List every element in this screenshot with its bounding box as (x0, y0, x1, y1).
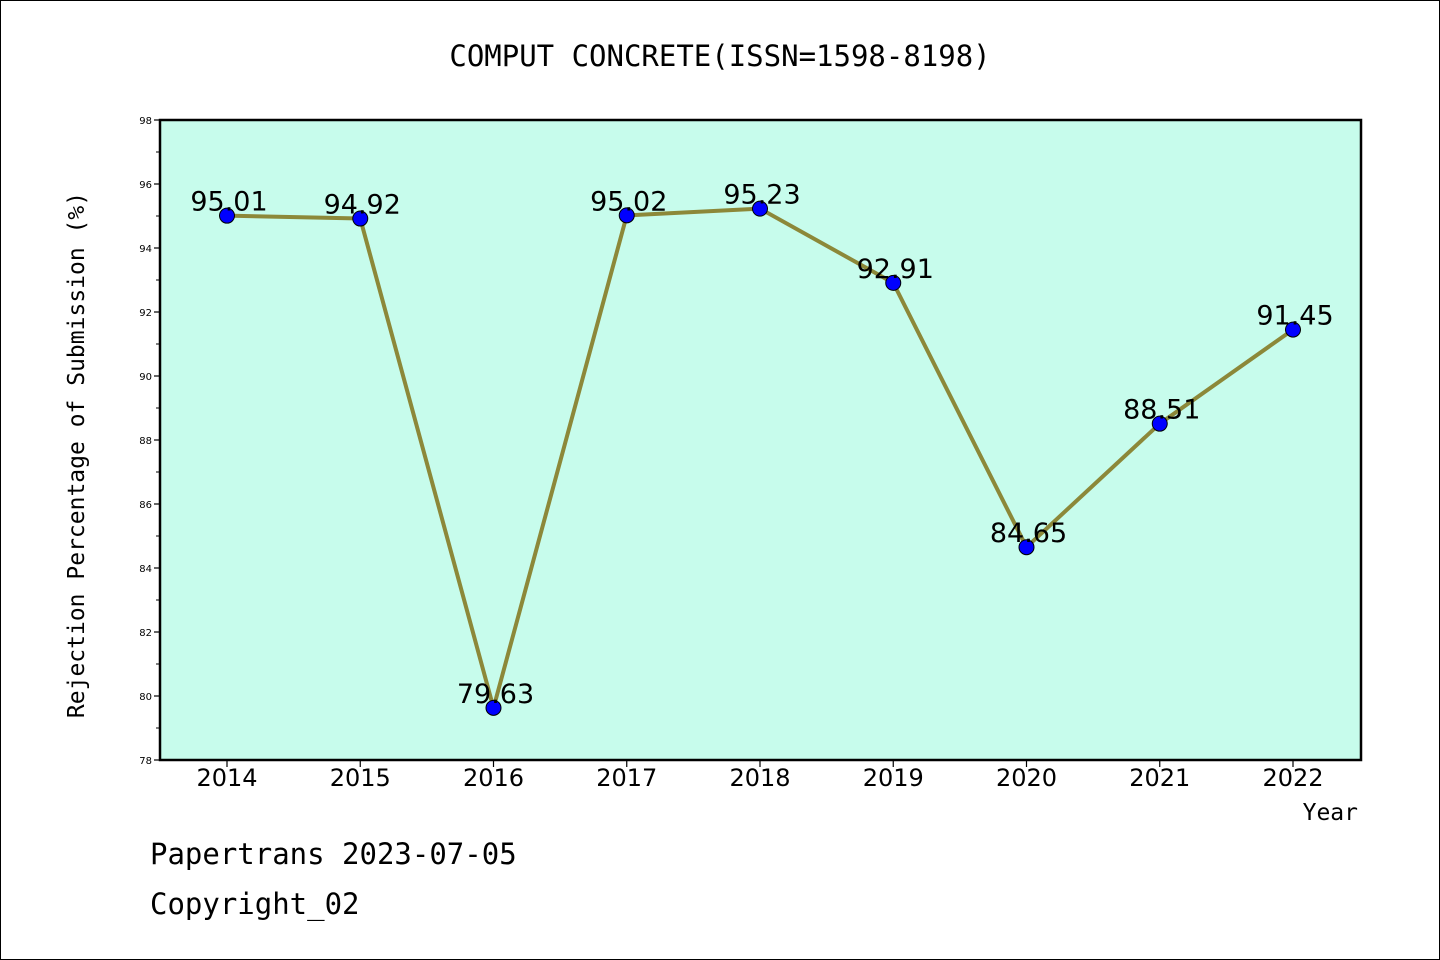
y-tick-label: 78 (139, 756, 152, 767)
data-label: 91.45 (1256, 301, 1333, 332)
y-tick-label: 80 (139, 692, 152, 703)
y-tick-label: 86 (139, 500, 152, 511)
data-label: 94.92 (324, 190, 401, 221)
chart-title: COMPUT CONCRETE(ISSN=1598-8198) (449, 39, 990, 73)
data-labels: 95.01 94.92 79.63 95.02 95.23 92.91 84.65 88.51… (190, 180, 1333, 710)
x-tick-label: 2019 (863, 764, 924, 792)
data-label: 92.91 (857, 254, 934, 285)
y-tick-label: 98 (139, 116, 152, 127)
data-label: 95.23 (723, 180, 800, 211)
y-tick-label: 94 (139, 244, 152, 255)
x-axis: 2014 2015 2016 2017 2018 2019 2020 2021 2022 (196, 760, 1324, 792)
data-label: 95.01 (190, 187, 267, 218)
data-point (752, 200, 768, 217)
x-tick-label: 2015 (330, 764, 391, 792)
data-label: 79.63 (457, 679, 534, 710)
data-point (618, 207, 635, 224)
series-layer (219, 200, 1301, 716)
plot-area (160, 120, 1361, 760)
data-point (1285, 321, 1301, 338)
data-point (885, 274, 902, 291)
x-axis-label: Year (1303, 800, 1358, 826)
data-label: 84.65 (990, 518, 1067, 549)
data-point (485, 699, 502, 716)
x-tick-label: 2018 (729, 764, 790, 792)
x-tick-label: 2022 (1262, 764, 1323, 792)
y-tick-label: 84 (139, 564, 152, 575)
y-tick-label: 88 (139, 436, 152, 447)
data-point (352, 210, 369, 227)
footer-date-line: Papertrans 2023-07-05 (150, 837, 517, 871)
x-tick-label: 2017 (596, 764, 657, 792)
footer-copyright-line: Copyright_02 (150, 887, 360, 922)
y-tick-label: 90 (139, 372, 152, 383)
y-tick-label: 96 (139, 180, 152, 191)
y-axis-label: Rejection Percentage of Submission (%) (64, 192, 90, 718)
y-tick-label: 92 (139, 308, 152, 319)
x-tick-label: 2014 (196, 764, 257, 792)
data-label: 95.02 (590, 186, 667, 217)
data-point (219, 207, 235, 224)
x-tick-label: 2016 (463, 764, 524, 792)
data-label: 88.51 (1123, 395, 1200, 426)
data-point (1151, 415, 1168, 432)
data-point (1018, 539, 1035, 556)
y-axis: 78 80 82 84 86 88 90 92 94 96 98 (139, 116, 160, 767)
y-tick-label: 82 (139, 628, 152, 639)
x-tick-label: 2020 (996, 764, 1057, 792)
x-tick-label: 2021 (1129, 764, 1190, 792)
